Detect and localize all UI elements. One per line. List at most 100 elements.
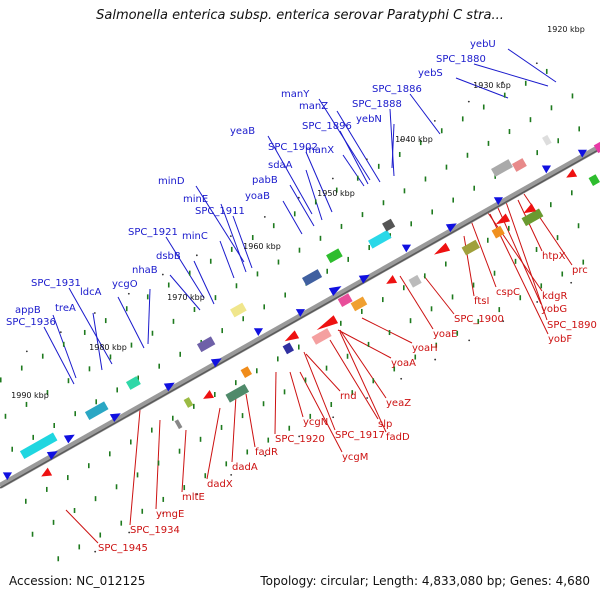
leader-line	[305, 151, 333, 213]
kbp-label: 1940 kbp	[395, 135, 433, 144]
gene-label-reverse: SPC_1890	[547, 320, 597, 331]
gene-label-forward: SPC_1911	[195, 206, 245, 217]
tick-dot	[93, 312, 96, 314]
gene-label-forward: appB	[15, 305, 41, 316]
leader-line	[165, 236, 205, 299]
gene-label-reverse: fadR	[255, 447, 278, 458]
gene-label-forward: SPC_1936	[6, 317, 56, 328]
gene-feature	[566, 168, 578, 178]
gene-feature	[408, 274, 422, 288]
tick-dot	[162, 512, 165, 515]
tick-dot	[127, 292, 130, 295]
leader-line	[232, 215, 253, 269]
gene-feature	[282, 342, 295, 355]
tick-dot	[434, 358, 437, 361]
gene-label-forward: minE	[183, 194, 208, 205]
gene-feature	[46, 451, 58, 460]
kbp-label: 1990 kbp	[11, 391, 49, 400]
gene-label-forward: SPC_1902	[268, 142, 318, 153]
gene-feature	[491, 225, 505, 239]
gene-feature	[326, 248, 343, 264]
leader-line	[219, 240, 235, 279]
leader-line	[497, 207, 542, 305]
tick-dot	[229, 235, 232, 238]
gene-label-forward: SPC_1931	[31, 278, 81, 289]
gene-label-forward: pabB	[252, 175, 278, 186]
map-title: Salmonella enterica subsp. enterica sero…	[96, 8, 504, 23]
gene-label-forward: SPC_1886	[372, 84, 422, 95]
gene-label-reverse: ymgE	[156, 509, 184, 520]
gene-feature	[203, 389, 215, 399]
leader-line	[289, 184, 315, 227]
leader-line	[391, 123, 395, 169]
gene-feature	[196, 336, 216, 353]
leader-line	[342, 154, 365, 187]
gene-feature	[225, 383, 250, 403]
gene-feature	[302, 269, 323, 286]
gene-label-forward: yeaB	[230, 126, 255, 137]
tick-dot	[297, 196, 300, 199]
label-lines	[43, 48, 573, 544]
gene-feature	[511, 158, 527, 172]
gene-label-reverse: cspC	[496, 287, 520, 298]
leader-line	[469, 217, 497, 288]
leader-line	[65, 509, 99, 544]
gene-label-forward: yebU	[470, 39, 496, 50]
kbp-label: 1980 kbp	[89, 343, 127, 352]
gene-label-reverse: dadA	[232, 462, 258, 473]
gene-feature	[284, 330, 300, 342]
gene-feature	[493, 197, 503, 206]
gene-feature	[328, 286, 342, 296]
tick-dot	[331, 177, 334, 180]
gene-feature	[577, 149, 587, 158]
gene-feature	[2, 472, 13, 481]
gene-label-reverse: mltE	[182, 492, 205, 503]
gene-feature	[593, 141, 600, 154]
gene-label-forward: treA	[55, 303, 76, 314]
gene-label-reverse: slp	[378, 419, 392, 430]
gene-feature	[19, 432, 58, 460]
gene-label-reverse: htpX	[542, 251, 566, 262]
tick-dot	[536, 301, 539, 303]
leader-line	[305, 353, 341, 392]
gene-feature	[125, 376, 141, 390]
gene-label-reverse: kdgR	[542, 291, 567, 302]
gene-feature	[163, 382, 175, 392]
leader-line	[68, 287, 113, 365]
tick-dot	[399, 139, 402, 141]
tick-dot	[264, 454, 267, 457]
gene-feature	[541, 165, 552, 174]
leader-line	[274, 371, 277, 435]
leader-line	[337, 329, 392, 359]
leader-line	[169, 274, 201, 311]
leader-line	[336, 110, 381, 183]
gene-label-forward: SPC_1888	[352, 99, 402, 110]
gene-label-reverse: yoaH	[412, 343, 438, 354]
gene-label-reverse: yoaA	[391, 358, 416, 369]
kbp-label: 1960 kbp	[243, 242, 281, 251]
gene-label-forward: minC	[182, 231, 208, 242]
leader-line	[231, 395, 237, 463]
gene-feature	[230, 302, 247, 318]
tick-dot	[570, 281, 573, 284]
gene-label-reverse: ftsI	[474, 296, 489, 307]
gene-feature	[41, 467, 53, 477]
leader-line	[181, 429, 187, 493]
kbp-labels: 1920 kbp 1930 kbp 1940 kbp 1950 kbp 1960 kbp…	[11, 25, 585, 400]
kbp-label: 1950 kbp	[317, 189, 355, 198]
leader-line	[389, 108, 395, 177]
gene-label-forward: yebS	[418, 68, 443, 79]
gene-feature	[350, 296, 368, 312]
gene-label-reverse: SPC_1920	[275, 434, 325, 445]
gene-label-forward: SPC_1921	[128, 227, 178, 238]
gene-feature	[240, 366, 253, 378]
tick-dot	[365, 158, 368, 161]
tick-dot	[161, 273, 164, 276]
tick-dot	[230, 473, 233, 476]
gene-label-reverse: SPC_1917	[335, 430, 385, 441]
gene-feature	[588, 174, 600, 186]
leader-line	[455, 77, 509, 99]
leader-line	[399, 275, 434, 330]
tick-dot	[196, 493, 199, 495]
